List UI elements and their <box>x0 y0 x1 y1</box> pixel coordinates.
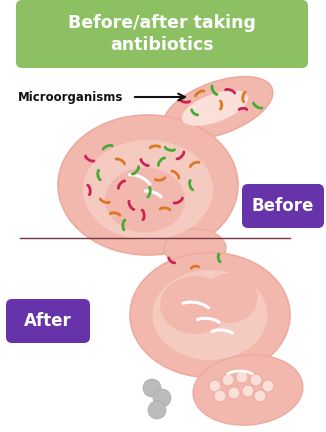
Circle shape <box>222 374 234 386</box>
Ellipse shape <box>160 276 230 334</box>
Text: After: After <box>24 312 72 330</box>
FancyBboxPatch shape <box>6 299 90 343</box>
Circle shape <box>153 389 171 407</box>
Circle shape <box>236 371 248 383</box>
Text: Before: Before <box>252 197 314 215</box>
Ellipse shape <box>105 168 185 232</box>
Ellipse shape <box>58 115 238 255</box>
Ellipse shape <box>202 273 258 323</box>
Ellipse shape <box>164 229 226 267</box>
Ellipse shape <box>153 270 268 360</box>
Text: Before/after taking
antibiotics: Before/after taking antibiotics <box>68 14 256 54</box>
Circle shape <box>143 379 161 397</box>
Circle shape <box>254 390 266 402</box>
Text: Microorganisms: Microorganisms <box>18 90 123 104</box>
FancyBboxPatch shape <box>16 0 308 68</box>
Ellipse shape <box>193 355 303 425</box>
Circle shape <box>242 385 254 397</box>
Ellipse shape <box>130 252 290 378</box>
Circle shape <box>250 374 262 386</box>
FancyBboxPatch shape <box>242 184 324 228</box>
Circle shape <box>262 380 274 392</box>
Ellipse shape <box>182 90 248 126</box>
Ellipse shape <box>83 140 213 240</box>
Circle shape <box>148 401 166 419</box>
Circle shape <box>214 390 226 402</box>
Ellipse shape <box>163 76 273 140</box>
Circle shape <box>209 380 221 392</box>
Circle shape <box>228 387 240 399</box>
